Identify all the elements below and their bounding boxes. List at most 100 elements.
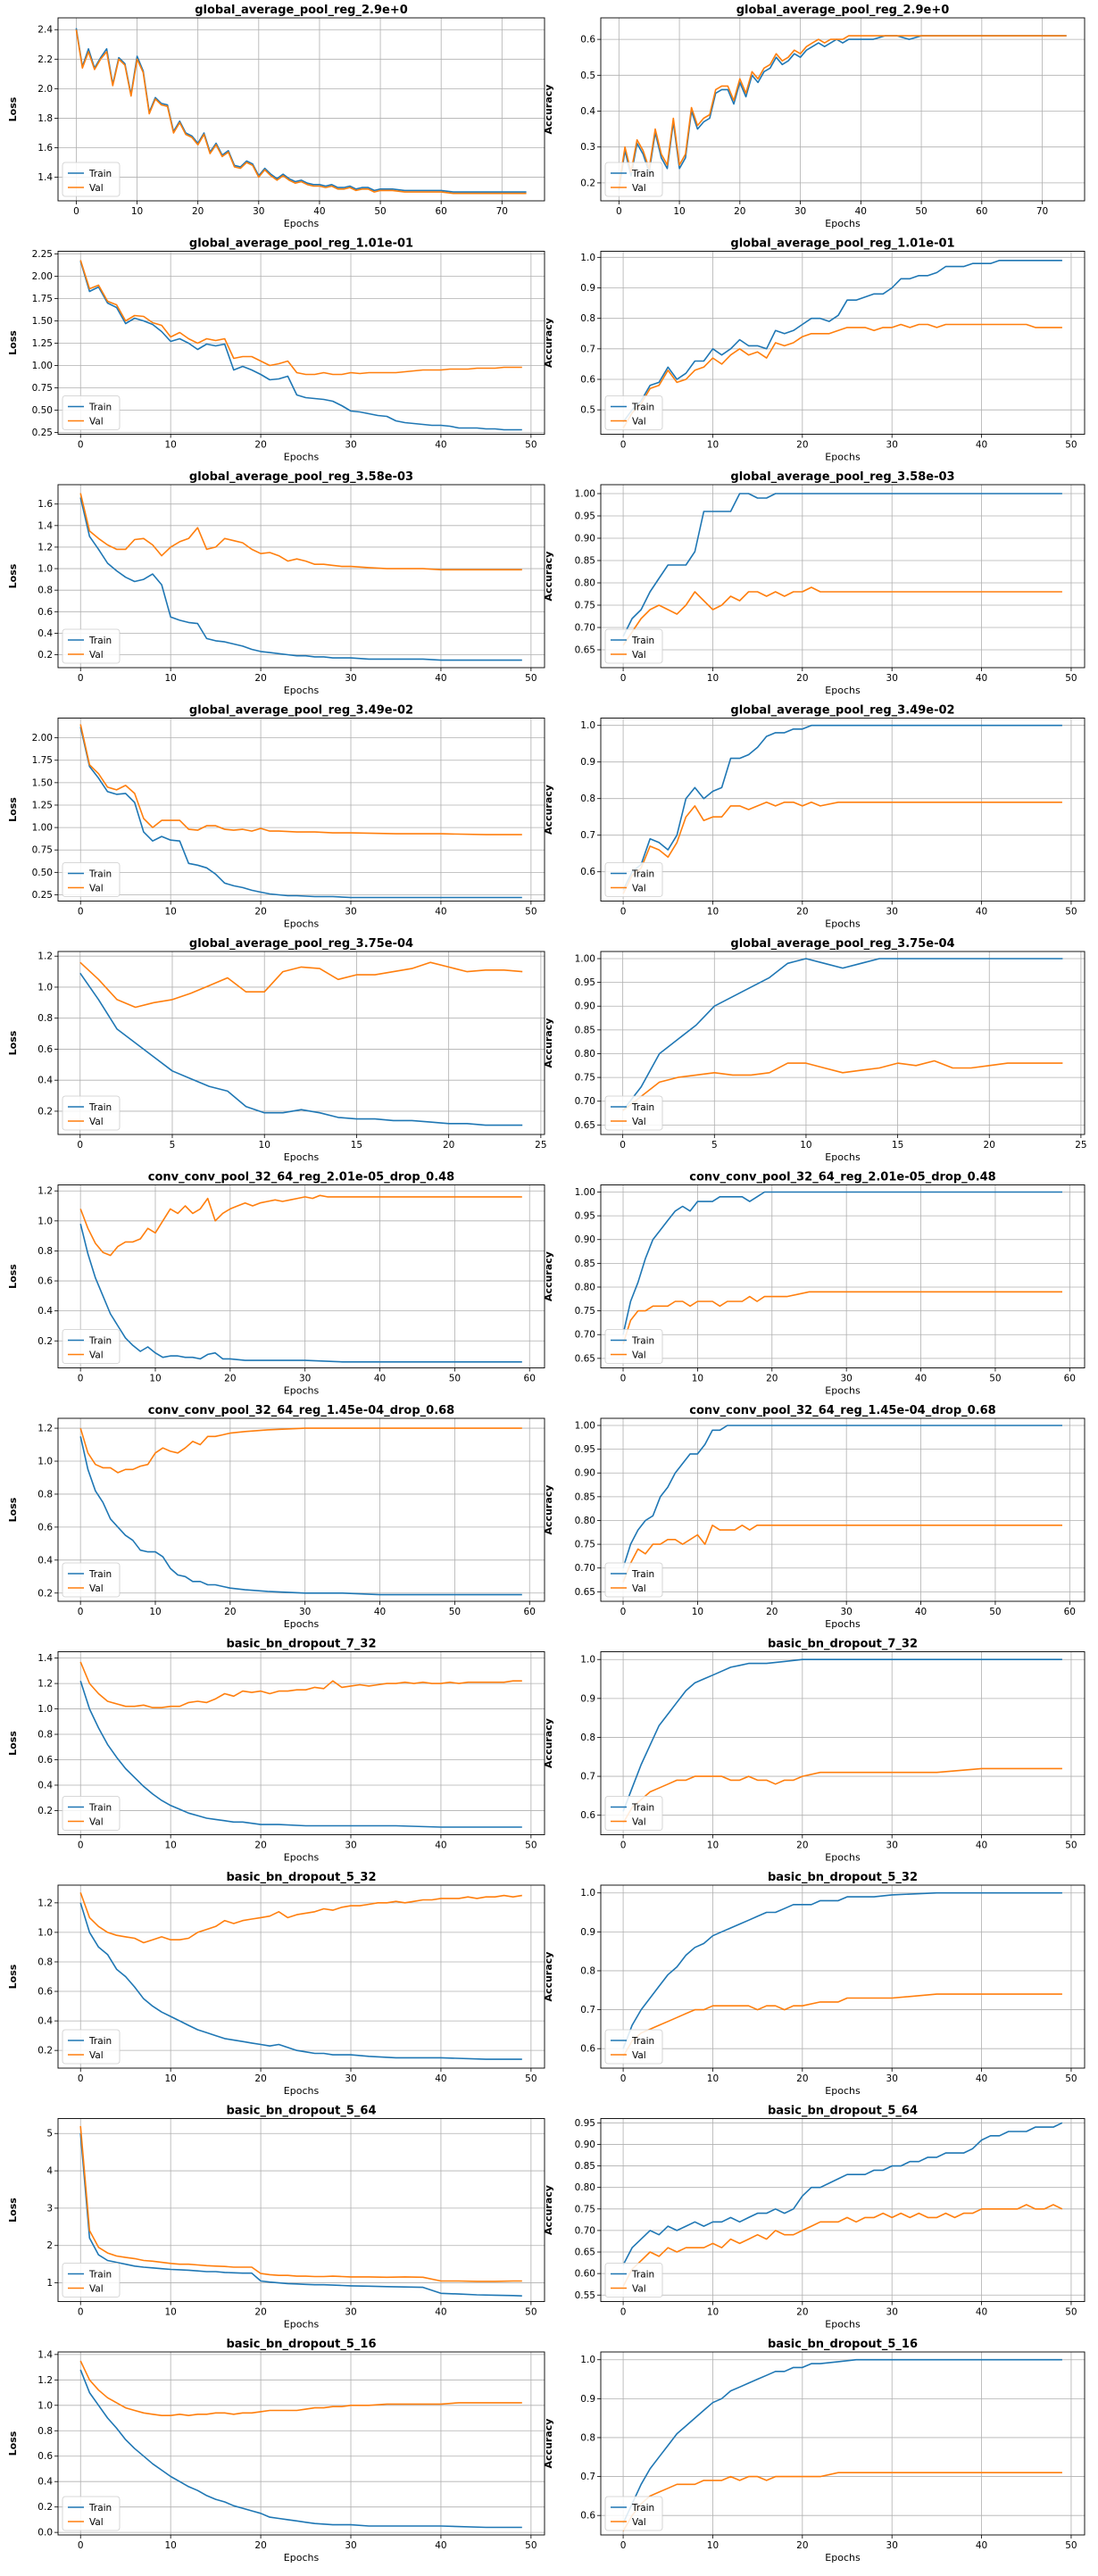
x-tick-label: 50 [1065, 2073, 1077, 2084]
legend-label-train: Train [631, 2503, 654, 2514]
y-axis-label: Accuracy [543, 2185, 554, 2235]
y-tick-label: 0.8 [580, 1965, 595, 1976]
x-tick-label: 20 [254, 1841, 266, 1851]
axes-frame [600, 2118, 1086, 2302]
x-tick-label: 20 [254, 440, 266, 451]
y-tick-label: 0.4 [37, 1780, 53, 1791]
y-tick-label: 0.6 [580, 35, 595, 46]
legend-label-train: Train [88, 869, 112, 880]
legend-label-val: Val [89, 2517, 104, 2528]
y-tick-label: 0.4 [580, 106, 595, 117]
y-tick-label: 1.2 [37, 542, 53, 553]
y-tick-label: 0.9 [580, 1927, 595, 1938]
x-tick-label: 10 [707, 907, 719, 918]
series-line-val [618, 35, 1067, 187]
series-line-val [622, 1525, 1062, 1583]
y-tick-label: 2.00 [32, 271, 53, 282]
x-tick-label: 20 [254, 2307, 266, 2318]
subplot-14: conv_conv_pool_32_64_reg_1.45e-04_drop_0… [543, 1404, 1086, 1630]
y-tick-label: 0.65 [575, 645, 595, 656]
y-tick-label: 0.2 [37, 1806, 53, 1816]
subplot-12: conv_conv_pool_32_64_reg_2.01e-05_drop_0… [543, 1171, 1086, 1397]
legend-label-val: Val [89, 183, 104, 194]
y-axis-label: Loss [7, 2431, 19, 2456]
y-tick-label: 0.8 [37, 1957, 53, 1967]
subplot-title: global_average_pool_reg_3.49e-02 [189, 704, 413, 718]
grid [601, 2352, 1085, 2535]
y-tick-label: 1.25 [32, 338, 53, 349]
y-tick-label: 1.2 [37, 2375, 53, 2386]
legend-label-train: Train [631, 869, 654, 880]
y-tick-label: 0.75 [32, 845, 53, 856]
y-tick-label: 0.8 [37, 1489, 53, 1500]
x-axis-label: Epochs [284, 1618, 320, 1630]
series-line-train [79, 727, 522, 899]
subplot-title: basic_bn_dropout_5_64 [226, 2105, 376, 2118]
grid [58, 485, 545, 668]
y-tick-label: 0.95 [575, 2118, 595, 2129]
series-line-train [618, 35, 1067, 191]
y-axis-label: Loss [7, 1964, 19, 1989]
x-tick-label: 25 [535, 1140, 546, 1151]
legend: Train Val [62, 1095, 121, 1131]
x-tick-label: 40 [976, 907, 987, 918]
legend-label-train: Train [88, 1336, 112, 1347]
y-tick-label: 0.2 [37, 650, 53, 661]
series-line-train [79, 1436, 522, 1596]
subplot-title: basic_bn_dropout_5_16 [226, 2338, 376, 2351]
subplot-title: conv_conv_pool_32_64_reg_2.01e-05_drop_0… [689, 1171, 995, 1184]
legend: Train Val [62, 2263, 121, 2298]
subplot-title: conv_conv_pool_32_64_reg_1.45e-04_drop_0… [148, 1404, 454, 1417]
y-tick-label: 0.50 [32, 868, 53, 878]
subplot-title: global_average_pool_reg_3.75e-04 [730, 937, 954, 951]
x-tick-label: 10 [164, 1841, 176, 1851]
x-tick-label: 50 [525, 440, 537, 451]
x-tick-label: 40 [374, 1607, 386, 1617]
legend-label-train: Train [88, 169, 112, 179]
y-tick-label: 0.3 [580, 142, 595, 153]
legend-label-val: Val [632, 884, 646, 894]
x-tick-label: 50 [989, 1374, 1001, 1384]
x-tick-label: 20 [796, 673, 808, 684]
x-tick-label: 30 [886, 673, 898, 684]
x-tick-label: 0 [78, 440, 84, 451]
y-axis-label: Loss [7, 1264, 19, 1289]
y-tick-label: 1.4 [37, 520, 53, 531]
x-tick-label: 50 [989, 1607, 1001, 1617]
series-line-train [79, 497, 522, 661]
y-tick-label: 1.50 [32, 316, 53, 327]
x-tick-label: 50 [1065, 673, 1077, 684]
x-axis-label: Epochs [825, 2552, 861, 2564]
axes-frame [57, 1884, 545, 2069]
y-tick-label: 1.0 [580, 2355, 595, 2365]
x-tick-label: 40 [435, 2307, 446, 2318]
y-tick-label: 0.70 [575, 623, 595, 634]
y-axis-label: Loss [7, 563, 19, 588]
y-axis-label: Accuracy [543, 1485, 554, 1535]
axes-frame [57, 1651, 545, 1835]
x-tick-label: 50 [525, 1841, 537, 1851]
grid [601, 18, 1085, 201]
legend: Train Val [604, 2496, 663, 2531]
y-tick-label: 2 [46, 2240, 53, 2251]
subplot-18: basic_bn_dropout_5_32 0 10 20 30 40 50 0.6 0.7 0.… [543, 1871, 1086, 2097]
legend-label-val: Val [632, 2050, 646, 2061]
y-tick-label: 0.85 [575, 1025, 595, 1035]
series-line-val [75, 29, 527, 195]
x-axis-label: Epochs [825, 1151, 861, 1163]
x-tick-label: 30 [886, 2073, 898, 2084]
x-axis-label: Epochs [825, 685, 861, 696]
y-tick-label: 0.6 [37, 1522, 53, 1533]
legend: Train Val [604, 395, 663, 430]
y-tick-label: 1.75 [32, 294, 53, 304]
axes-frame [57, 2351, 545, 2536]
x-axis-label: Epochs [284, 918, 320, 930]
x-tick-label: 20 [984, 1140, 995, 1151]
legend-label-train: Train [631, 169, 654, 179]
x-tick-label: 10 [707, 440, 719, 451]
legend-label-train: Train [88, 2270, 112, 2281]
series-line-val [79, 260, 522, 376]
y-axis-label: Loss [7, 2198, 19, 2223]
subplot-6: global_average_pool_reg_3.58e-03 0 10 20 30 4… [543, 470, 1086, 696]
grid [58, 718, 545, 902]
